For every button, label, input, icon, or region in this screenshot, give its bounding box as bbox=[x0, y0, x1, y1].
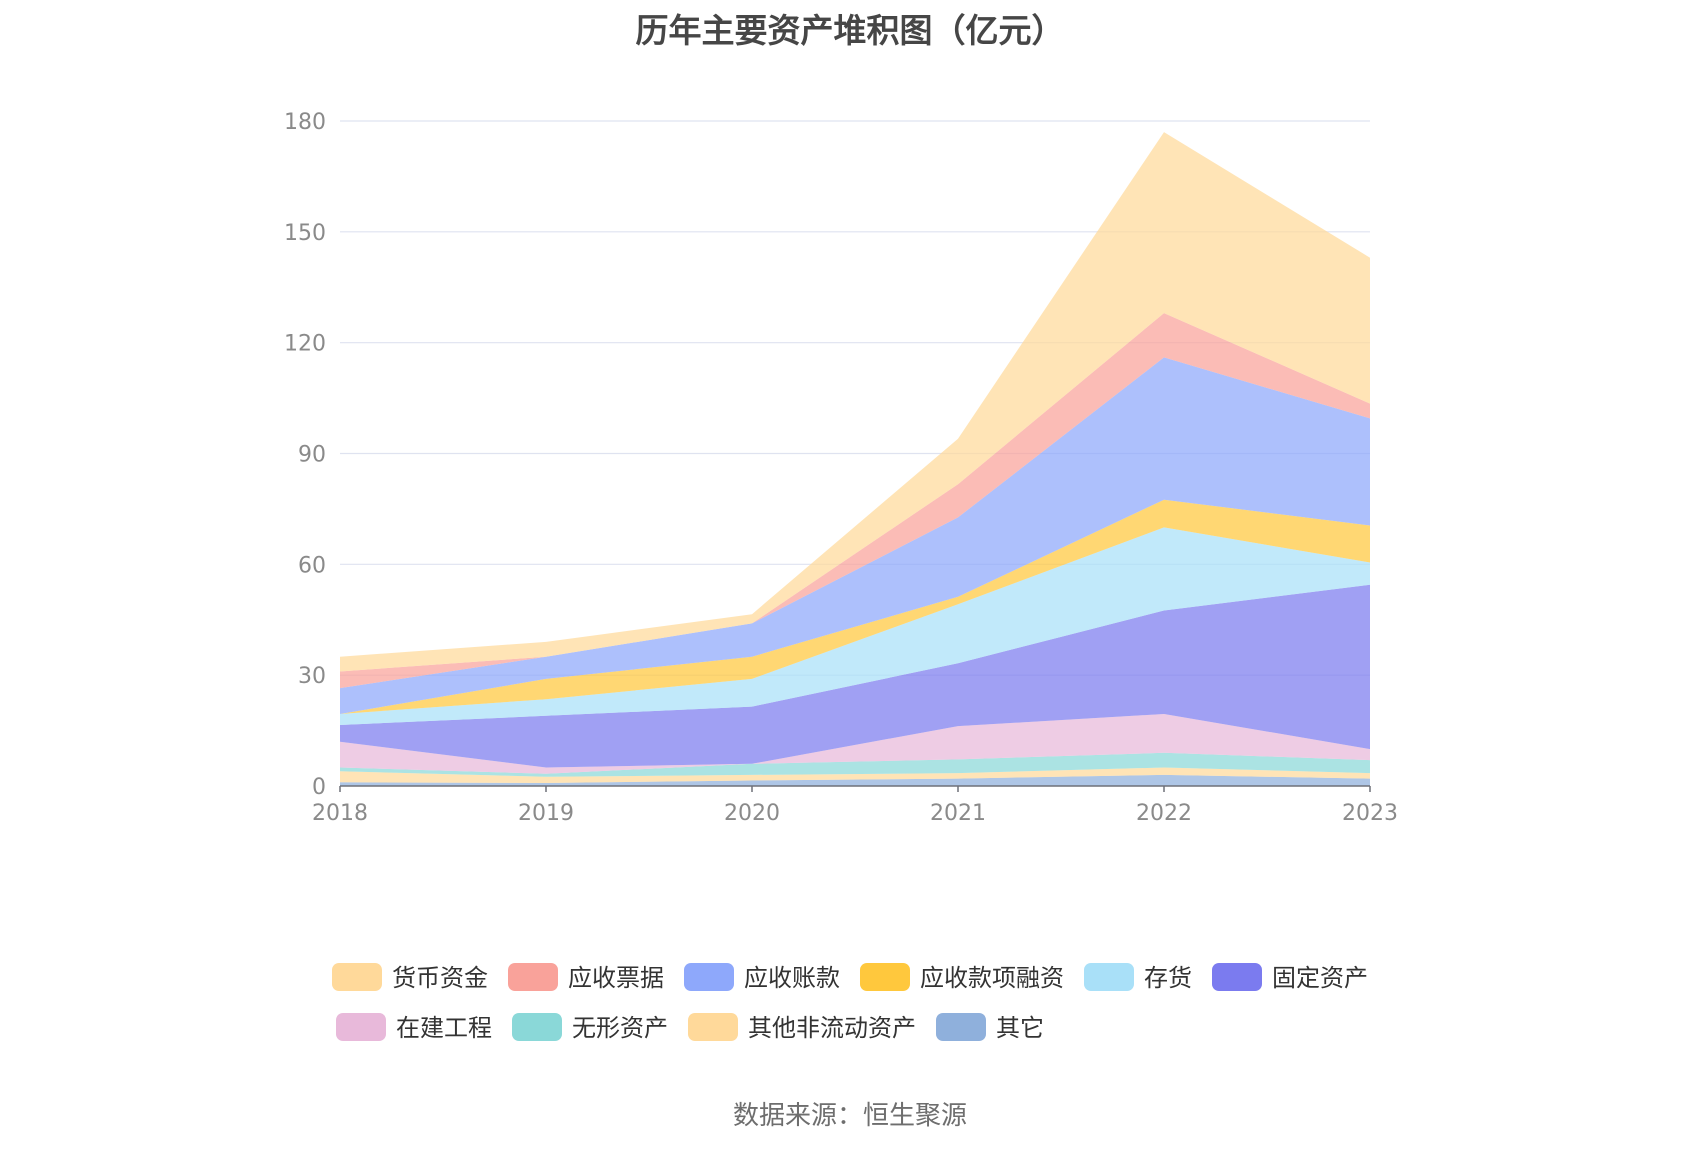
legend-item-5-row0[interactable]: 固定资产 bbox=[1212, 963, 1368, 992]
area-series-7 bbox=[340, 357, 1370, 714]
legend-label[interactable]: 存货 bbox=[1144, 964, 1192, 992]
y-tick-label-90: 90 bbox=[298, 443, 326, 468]
legend-item-0-row0[interactable]: 货币资金 bbox=[332, 963, 488, 992]
area-series-4 bbox=[340, 584, 1370, 768]
chart-title: 历年主要资产堆积图（亿元） bbox=[635, 11, 1065, 50]
data-source-note: 数据来源：恒生聚源 bbox=[732, 1101, 967, 1131]
legend-swatch[interactable] bbox=[1084, 963, 1134, 991]
legend-swatch[interactable] bbox=[336, 1013, 386, 1041]
legend-label[interactable]: 其它 bbox=[996, 1014, 1044, 1042]
x-tick-label-2022: 2022 bbox=[1136, 801, 1192, 826]
legend-item-1-row0[interactable]: 应收票据 bbox=[508, 963, 664, 992]
legend-label[interactable]: 货币资金 bbox=[392, 964, 488, 992]
legend-label[interactable]: 固定资产 bbox=[1272, 964, 1368, 992]
area-series bbox=[340, 132, 1370, 786]
legend-item-0-row1[interactable]: 在建工程 bbox=[336, 1013, 492, 1042]
legend-item-2-row1[interactable]: 其他非流动资产 bbox=[688, 1013, 916, 1042]
y-tick-label-150: 150 bbox=[284, 221, 326, 246]
y-tick-label-180: 180 bbox=[284, 110, 326, 135]
area-series-3 bbox=[340, 714, 1370, 774]
legend-swatch[interactable] bbox=[1212, 963, 1262, 991]
x-tick-label-2018: 2018 bbox=[312, 801, 368, 826]
legend-label[interactable]: 应收账款 bbox=[744, 964, 840, 992]
legend-label[interactable]: 在建工程 bbox=[396, 1014, 492, 1042]
y-tick-label-60: 60 bbox=[298, 553, 326, 578]
legend-swatch[interactable] bbox=[688, 1013, 738, 1041]
legend-swatch[interactable] bbox=[512, 1013, 562, 1041]
legend-label[interactable]: 其他非流动资产 bbox=[748, 1014, 916, 1042]
legend-item-2-row0[interactable]: 应收账款 bbox=[684, 963, 840, 992]
legend-label[interactable]: 应收款项融资 bbox=[920, 964, 1064, 992]
legend-swatch[interactable] bbox=[332, 963, 382, 991]
legend-swatch[interactable] bbox=[936, 1013, 986, 1041]
legend-label[interactable]: 无形资产 bbox=[572, 1014, 668, 1042]
area-series-2 bbox=[340, 752, 1370, 777]
legend-item-4-row0[interactable]: 存货 bbox=[1084, 963, 1192, 992]
legend-label[interactable]: 应收票据 bbox=[568, 964, 664, 992]
x-tick-label-2023: 2023 bbox=[1342, 801, 1398, 826]
area-series-6 bbox=[340, 499, 1370, 714]
x-tick-label-2019: 2019 bbox=[518, 801, 574, 826]
x-tick-label-2021: 2021 bbox=[930, 801, 986, 826]
legend-item-3-row0[interactable]: 应收款项融资 bbox=[860, 963, 1064, 992]
y-tick-label-120: 120 bbox=[284, 332, 326, 357]
area-series-5 bbox=[340, 527, 1370, 725]
y-tick-label-0: 0 bbox=[312, 775, 326, 800]
legend-swatch[interactable] bbox=[860, 963, 910, 991]
x-tick-label-2020: 2020 bbox=[724, 801, 780, 826]
legend-swatch[interactable] bbox=[684, 963, 734, 991]
area-series-9 bbox=[340, 132, 1370, 672]
area-series-1 bbox=[340, 767, 1370, 783]
axes: 0 30 60 90 120 150 180 2018 2019 2020 2021 2022 2023 bbox=[284, 110, 1398, 826]
legend-item-3-row1[interactable]: 其它 bbox=[936, 1013, 1044, 1042]
area-series-0 bbox=[340, 774, 1370, 786]
legend-item-1-row1[interactable]: 无形资产 bbox=[512, 1013, 668, 1042]
y-tick-label-30: 30 bbox=[298, 664, 326, 689]
legend-swatch[interactable] bbox=[508, 963, 558, 991]
